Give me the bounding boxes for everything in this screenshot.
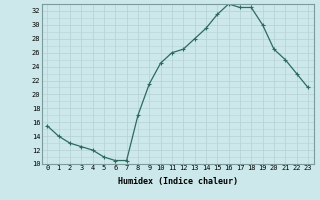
X-axis label: Humidex (Indice chaleur): Humidex (Indice chaleur)	[118, 177, 237, 186]
